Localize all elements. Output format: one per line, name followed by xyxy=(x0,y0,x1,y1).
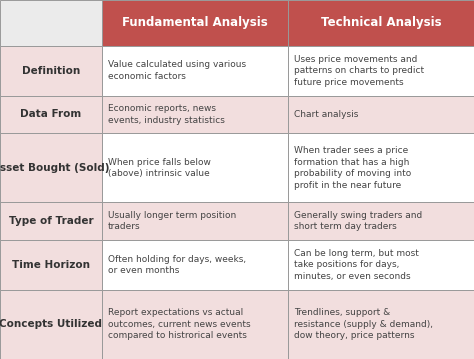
FancyBboxPatch shape xyxy=(102,290,288,359)
FancyBboxPatch shape xyxy=(288,133,474,202)
Text: Generally swing traders and
short term day traders: Generally swing traders and short term d… xyxy=(294,211,423,232)
Text: Value calculated using various
economic factors: Value calculated using various economic … xyxy=(108,60,246,81)
FancyBboxPatch shape xyxy=(102,133,288,202)
Text: Trendlines, support &
resistance (supply & demand),
dow theory, price patterns: Trendlines, support & resistance (supply… xyxy=(294,308,433,340)
FancyBboxPatch shape xyxy=(102,240,288,290)
Text: Report expectations vs actual
outcomes, current news events
compared to histrori: Report expectations vs actual outcomes, … xyxy=(108,308,251,340)
Text: Economic reports, news
events, industry statistics: Economic reports, news events, industry … xyxy=(108,104,225,125)
FancyBboxPatch shape xyxy=(0,290,102,359)
Text: Can be long term, but most
take positions for days,
minutes, or even seconds: Can be long term, but most take position… xyxy=(294,249,419,281)
FancyBboxPatch shape xyxy=(288,95,474,133)
Text: Type of Trader: Type of Trader xyxy=(9,216,93,226)
Text: Often holding for days, weeks,
or even months: Often holding for days, weeks, or even m… xyxy=(108,255,246,275)
FancyBboxPatch shape xyxy=(0,133,102,202)
Text: When trader sees a price
formation that has a high
probability of moving into
pr: When trader sees a price formation that … xyxy=(294,146,411,190)
FancyBboxPatch shape xyxy=(288,240,474,290)
FancyBboxPatch shape xyxy=(288,0,474,46)
Text: Technical Analysis: Technical Analysis xyxy=(321,17,441,29)
FancyBboxPatch shape xyxy=(288,46,474,95)
Text: Data From: Data From xyxy=(20,109,82,120)
Text: When price falls below
(above) intrinsic value: When price falls below (above) intrinsic… xyxy=(108,158,211,178)
FancyBboxPatch shape xyxy=(102,95,288,133)
Text: Concepts Utilized: Concepts Utilized xyxy=(0,320,102,330)
FancyBboxPatch shape xyxy=(102,0,288,46)
FancyBboxPatch shape xyxy=(288,290,474,359)
FancyBboxPatch shape xyxy=(102,202,288,240)
FancyBboxPatch shape xyxy=(0,240,102,290)
Text: Chart analysis: Chart analysis xyxy=(294,110,359,119)
FancyBboxPatch shape xyxy=(0,0,102,46)
Text: Usually longer term position
traders: Usually longer term position traders xyxy=(108,211,237,232)
Text: Fundamental Analysis: Fundamental Analysis xyxy=(122,17,268,29)
Text: Definition: Definition xyxy=(22,66,80,76)
Text: Asset Bought (Sold): Asset Bought (Sold) xyxy=(0,163,109,173)
FancyBboxPatch shape xyxy=(0,95,102,133)
FancyBboxPatch shape xyxy=(288,202,474,240)
Text: Time Horizon: Time Horizon xyxy=(12,260,90,270)
Text: Uses price movements and
patterns on charts to predict
future price movements: Uses price movements and patterns on cha… xyxy=(294,55,425,87)
FancyBboxPatch shape xyxy=(102,46,288,95)
FancyBboxPatch shape xyxy=(0,202,102,240)
FancyBboxPatch shape xyxy=(0,46,102,95)
